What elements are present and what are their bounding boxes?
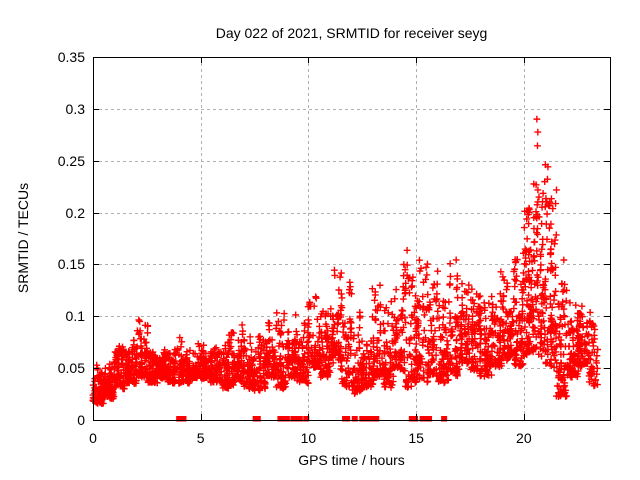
y-tick-label: 0.25 [57, 152, 85, 169]
y-tick-label: 0.35 [57, 49, 85, 65]
x-tick-label: 0 [89, 430, 97, 446]
x-axis-label: GPS time / hours [298, 452, 405, 468]
x-tick-label: 20 [516, 430, 532, 446]
chart-title: Day 022 of 2021, SRMTID for receiver sey… [215, 25, 488, 41]
y-tick-label: 0 [77, 412, 85, 428]
x-tick-label: 10 [300, 430, 317, 446]
y-tick-label: 0.1 [65, 308, 85, 325]
y-tick-label: 0.2 [65, 204, 85, 221]
y-tick-label: 0.3 [65, 100, 85, 117]
x-tick-label: 5 [196, 430, 205, 446]
x-tick-label: 15 [408, 430, 424, 446]
y-tick-label: 0.15 [57, 256, 85, 273]
y-tick-label: 0.05 [57, 360, 85, 377]
